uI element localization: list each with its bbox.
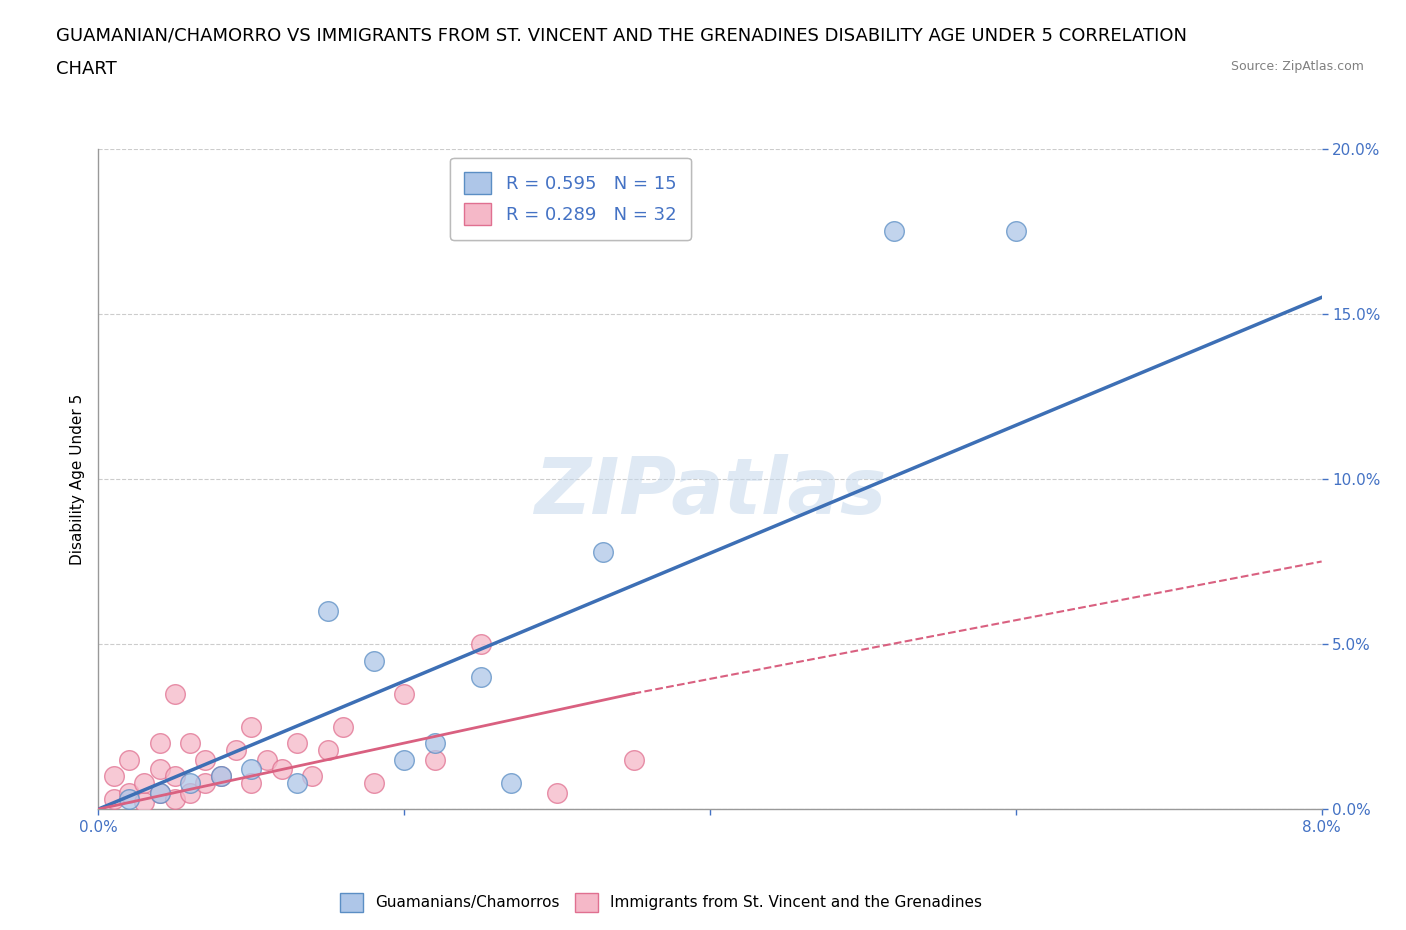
Point [134,795,156,810]
Point [392,752,416,767]
Point [883,224,905,239]
Text: Source: ZipAtlas.com: Source: ZipAtlas.com [1230,60,1364,73]
Legend: R = 0.595   N = 15, R = 0.289   N = 32: R = 0.595 N = 15, R = 0.289 N = 32 [450,158,690,240]
Point [179,785,201,800]
Point [149,785,172,800]
Point [163,686,186,701]
Text: GUAMANIAN/CHAMORRO VS IMMIGRANTS FROM ST. VINCENT AND THE GRENADINES DISABILITY : GUAMANIAN/CHAMORRO VS IMMIGRANTS FROM ST… [56,26,1187,44]
Point [163,791,186,806]
Point [392,686,416,701]
Point [240,762,263,777]
Point [470,636,492,651]
Point [103,791,125,806]
Point [501,776,523,790]
Point [240,719,263,734]
Point [423,752,446,767]
Point [363,653,385,668]
Point [316,604,339,618]
Point [225,742,247,757]
Point [423,736,446,751]
Point [149,736,172,751]
Point [363,776,385,790]
Point [209,768,232,783]
Legend: Guamanians/Chamorros, Immigrants from St. Vincent and the Grenadines: Guamanians/Chamorros, Immigrants from St… [333,887,988,918]
Point [194,776,217,790]
Point [118,785,141,800]
Point [149,762,172,777]
Point [103,768,125,783]
Point [179,776,201,790]
Point [623,752,645,767]
Point [240,776,263,790]
Point [470,670,492,684]
Text: ZIPatlas: ZIPatlas [534,454,886,530]
Y-axis label: Disability Age Under 5: Disability Age Under 5 [69,393,84,565]
Point [1004,224,1026,239]
Point [270,762,294,777]
Point [592,544,614,559]
Point [194,752,217,767]
Point [163,768,186,783]
Point [149,785,172,800]
Point [209,768,232,783]
Point [179,736,201,751]
Point [316,742,339,757]
Point [134,776,156,790]
Point [301,768,323,783]
Point [118,752,141,767]
Point [285,736,308,751]
Point [118,791,141,806]
Point [546,785,568,800]
Point [256,752,278,767]
Point [285,776,308,790]
Point [332,719,354,734]
Text: CHART: CHART [56,60,117,78]
